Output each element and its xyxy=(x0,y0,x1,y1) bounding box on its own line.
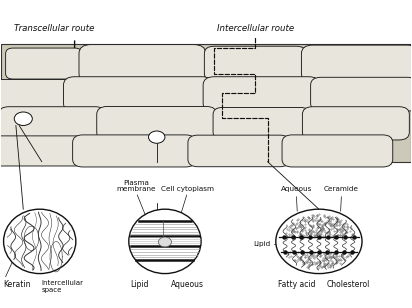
FancyBboxPatch shape xyxy=(302,45,412,82)
FancyBboxPatch shape xyxy=(311,77,412,111)
FancyBboxPatch shape xyxy=(213,107,310,139)
FancyBboxPatch shape xyxy=(6,48,82,79)
Text: Ceramide: Ceramide xyxy=(324,186,359,192)
FancyBboxPatch shape xyxy=(0,79,70,109)
Ellipse shape xyxy=(129,209,201,274)
FancyBboxPatch shape xyxy=(73,135,196,167)
FancyBboxPatch shape xyxy=(204,46,306,81)
Circle shape xyxy=(148,131,165,143)
Text: Transcellular route: Transcellular route xyxy=(14,24,94,33)
Bar xyxy=(1,44,411,162)
Text: Cell cytoplasm: Cell cytoplasm xyxy=(161,186,214,192)
FancyBboxPatch shape xyxy=(203,77,320,112)
Text: Aqueous: Aqueous xyxy=(281,186,312,192)
Text: Keratin: Keratin xyxy=(4,280,31,289)
Circle shape xyxy=(158,237,171,247)
FancyBboxPatch shape xyxy=(0,136,84,166)
Text: Intercellular route: Intercellular route xyxy=(217,24,294,33)
FancyBboxPatch shape xyxy=(97,107,217,140)
FancyBboxPatch shape xyxy=(0,107,105,140)
Text: Lipid: Lipid xyxy=(254,241,271,247)
FancyBboxPatch shape xyxy=(63,77,213,112)
Text: Fatty acid: Fatty acid xyxy=(278,280,315,289)
FancyBboxPatch shape xyxy=(282,135,393,167)
Text: Intercellular
space: Intercellular space xyxy=(42,280,84,293)
Text: Aqueous: Aqueous xyxy=(171,280,204,289)
Text: Lipid: Lipid xyxy=(130,280,149,289)
Text: Cholesterol: Cholesterol xyxy=(326,280,370,289)
FancyBboxPatch shape xyxy=(188,135,290,167)
Ellipse shape xyxy=(276,209,362,274)
Circle shape xyxy=(14,112,32,125)
FancyBboxPatch shape xyxy=(79,45,206,83)
Text: Plasma
membrane: Plasma membrane xyxy=(117,180,156,192)
FancyBboxPatch shape xyxy=(302,107,410,140)
Ellipse shape xyxy=(4,209,76,274)
